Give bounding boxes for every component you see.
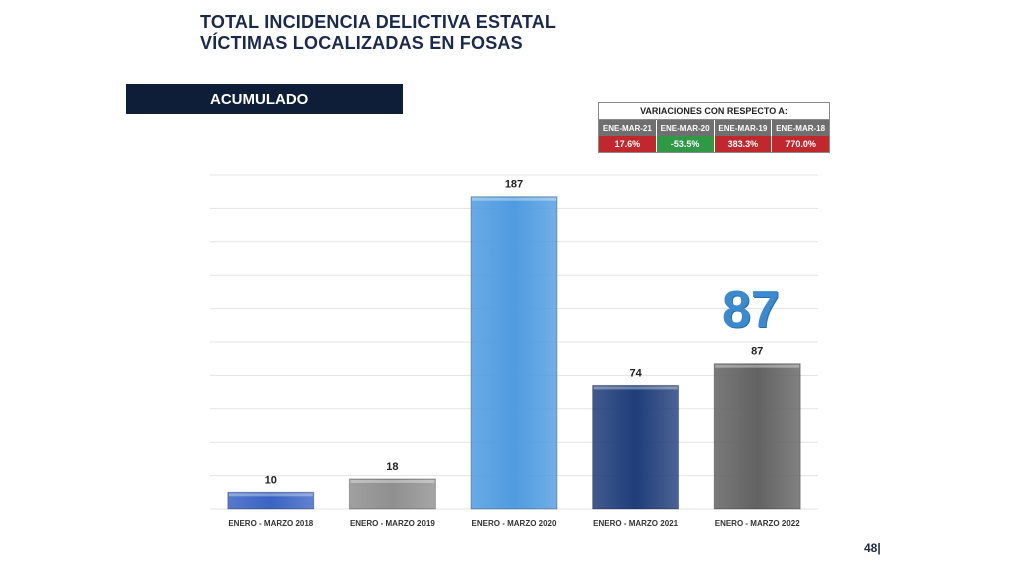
bar-highlight — [593, 386, 678, 390]
bar — [227, 491, 315, 510]
bar — [470, 196, 558, 510]
category-label: ENERO - MARZO 2018 — [228, 519, 313, 528]
data-label: 74 — [629, 367, 642, 379]
category-label: ENERO - MARZO 2022 — [715, 519, 800, 528]
page-number: 48| — [864, 541, 881, 555]
bar — [713, 363, 801, 510]
category-label: ENERO - MARZO 2020 — [472, 519, 557, 528]
variation-value: 17.6% — [599, 136, 657, 152]
title-line-1: TOTAL INCIDENCIA DELICTIVA ESTATAL — [200, 12, 557, 32]
bar-highlight — [228, 493, 313, 497]
variations-labels-row: ENE-MAR-21 ENE-MAR-20 ENE-MAR-19 ENE-MAR… — [599, 120, 829, 136]
page-title: TOTAL INCIDENCIA DELICTIVA ESTATAL VÍCTI… — [200, 12, 556, 54]
bar — [348, 478, 436, 510]
variation-label: ENE-MAR-20 — [656, 120, 715, 136]
data-label: 187 — [505, 179, 523, 191]
highlight-value: 87 — [722, 281, 780, 339]
variation-label: ENE-MAR-21 — [599, 120, 657, 136]
variation-value: 383.3% — [714, 136, 773, 152]
variation-label: ENE-MAR-19 — [714, 120, 773, 136]
section-label: ACUMULADO — [210, 90, 309, 108]
bar-highlight — [472, 197, 556, 201]
variation-value: -53.5% — [656, 136, 715, 152]
section-label-box: ACUMULADO — [126, 84, 403, 114]
category-label: ENERO - MARZO 2019 — [350, 519, 435, 528]
variation-value: 770.0% — [772, 136, 829, 152]
variations-header: VARIACIONES CON RESPECTO A: — [599, 103, 829, 120]
data-label: 87 — [751, 346, 763, 358]
bar-highlight — [350, 479, 435, 483]
variations-table: VARIACIONES CON RESPECTO A: ENE-MAR-21 E… — [598, 102, 830, 153]
data-label: 10 — [265, 474, 277, 486]
variations-values-row: 17.6% -53.5% 383.3% 770.0% — [599, 136, 829, 152]
bar-highlight — [715, 364, 800, 368]
category-label: ENERO - MARZO 2021 — [593, 519, 678, 528]
bar — [592, 384, 680, 510]
title-line-2: VÍCTIMAS LOCALIZADAS EN FOSAS — [200, 33, 523, 53]
data-label: 18 — [386, 461, 398, 473]
variation-label: ENE-MAR-18 — [772, 120, 829, 136]
